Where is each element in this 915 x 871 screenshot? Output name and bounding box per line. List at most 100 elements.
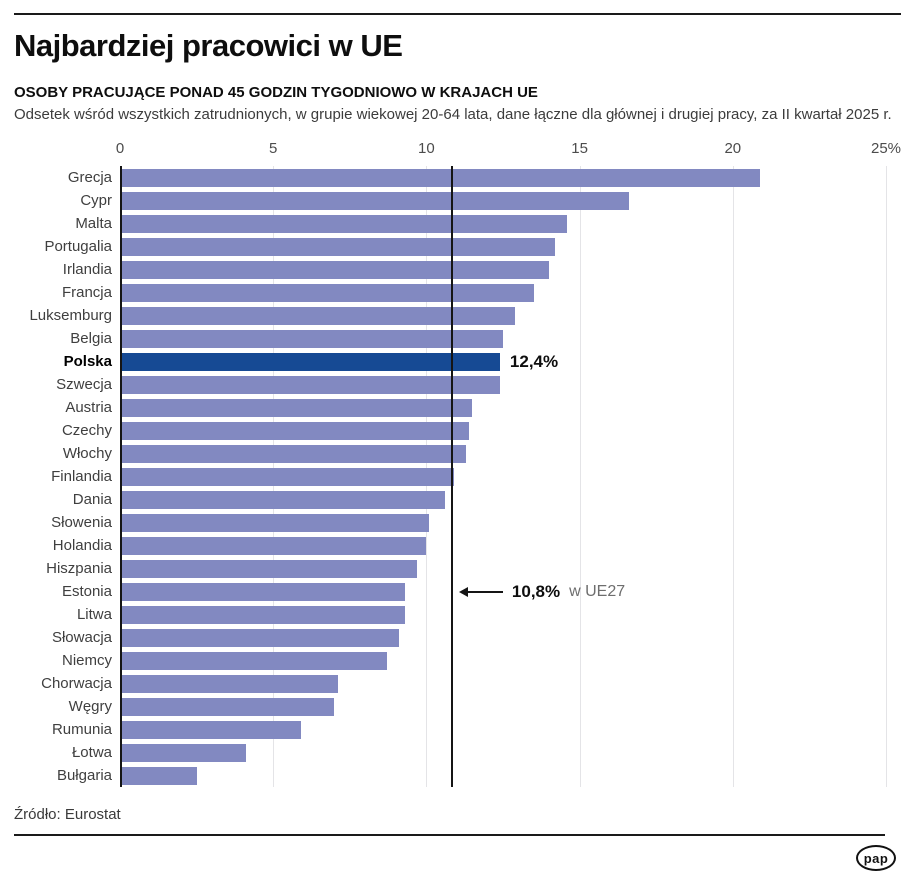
bar-track <box>120 421 886 440</box>
highlight-value-label: 12,4% <box>509 351 559 371</box>
country-label: Czechy <box>61 422 112 439</box>
country-label: Austria <box>65 399 112 416</box>
country-label: Polska <box>63 353 112 370</box>
country-label: Dania <box>72 491 112 508</box>
bar-row: Luksemburg <box>14 304 886 327</box>
bar-row: Niemcy <box>14 649 886 672</box>
bar <box>120 559 418 578</box>
bar <box>120 674 338 693</box>
country-label: Łotwa <box>71 744 112 761</box>
bar <box>120 237 556 256</box>
bar-track <box>120 628 886 647</box>
bar-row: Francja <box>14 281 886 304</box>
bar <box>120 444 467 463</box>
bar-row: Rumunia <box>14 718 886 741</box>
bar <box>120 398 473 417</box>
y-axis-line <box>120 166 122 787</box>
country-label: Słowacja <box>51 629 112 646</box>
country-label: Hiszpania <box>46 560 112 577</box>
eu-average-annotation: 10,8% w UE27 <box>458 580 625 603</box>
bar-track <box>120 237 886 256</box>
pap-logo-text: pap <box>863 850 889 866</box>
bar-track <box>120 467 886 486</box>
bar-row: Malta <box>14 212 886 235</box>
country-label: Irlandia <box>62 261 112 278</box>
bar-row: Hiszpania <box>14 557 886 580</box>
bar-track <box>120 168 886 187</box>
left-arrow-icon <box>458 586 503 597</box>
bar-row: Irlandia <box>14 258 886 281</box>
bar-track <box>120 536 886 555</box>
bottom-divider <box>14 834 885 836</box>
country-label: Malta <box>75 215 112 232</box>
bar-track <box>120 375 886 394</box>
gridline <box>732 166 734 787</box>
country-label: Włochy <box>62 445 112 462</box>
gridline <box>579 166 581 787</box>
bar-row: Cypr <box>14 189 886 212</box>
bar-row: Szwecja <box>14 373 886 396</box>
bar <box>120 283 534 302</box>
x-axis-tick-label: 20 <box>724 140 742 157</box>
country-label: Słowenia <box>51 514 112 531</box>
country-label: Finlandia <box>51 468 112 485</box>
bar <box>120 306 516 325</box>
bar-row: Czechy <box>14 419 886 442</box>
bar <box>120 743 246 762</box>
bar-row: Węgry <box>14 695 886 718</box>
bar <box>120 628 399 647</box>
x-axis: 0 5 10 15 20 25% <box>116 140 901 166</box>
country-label: Estonia <box>61 583 112 600</box>
bar <box>120 513 430 532</box>
bar-track <box>120 306 886 325</box>
bar-row: Włochy <box>14 442 886 465</box>
country-label: Szwecja <box>56 376 112 393</box>
page-title: Najbardziej pracowici w UE <box>14 28 403 63</box>
bar-row: Belgia <box>14 327 886 350</box>
bar-track <box>120 490 886 509</box>
chart-subtitle: OSOBY PRACUJĄCE PONAD 45 GODZIN TYGODNIO… <box>14 84 538 101</box>
bar-row: Chorwacja <box>14 672 886 695</box>
bar <box>120 605 405 624</box>
bar-row: Dania <box>14 488 886 511</box>
bar-row: Grecja <box>14 166 886 189</box>
country-label: Belgia <box>70 330 112 347</box>
x-axis-tick-label: 25% <box>870 140 902 157</box>
bar-track <box>120 697 886 716</box>
bar-row: Polska 12,4% <box>14 350 886 373</box>
bar-track <box>120 513 886 532</box>
bar-track <box>120 651 886 670</box>
bar <box>120 582 405 601</box>
bar-track <box>120 720 886 739</box>
bar-row: Finlandia <box>14 465 886 488</box>
bar-track <box>120 444 886 463</box>
bar-row: Austria <box>14 396 886 419</box>
bar-track <box>120 559 886 578</box>
country-label: Chorwacja <box>41 675 112 692</box>
bar <box>120 329 503 348</box>
bar-row: Holandia <box>14 534 886 557</box>
x-axis-tick-label: 5 <box>269 140 278 157</box>
country-label: Portugalia <box>44 238 112 255</box>
bar <box>120 697 335 716</box>
bar-row: Łotwa <box>14 741 886 764</box>
bar-track: 12,4% <box>120 351 886 371</box>
bar-track <box>120 191 886 210</box>
bar-track <box>120 214 886 233</box>
bar <box>120 260 549 279</box>
bar <box>120 375 500 394</box>
bar-track <box>120 605 886 624</box>
bar-row: Słowacja <box>14 626 886 649</box>
country-label: Grecja <box>67 169 112 186</box>
x-axis-tick-label: 10 <box>418 140 435 157</box>
bar-row: Litwa <box>14 603 886 626</box>
bar-track <box>120 283 886 302</box>
source-note: Źródło: Eurostat <box>14 806 121 823</box>
top-divider <box>14 13 901 15</box>
bar <box>120 421 470 440</box>
bar <box>120 536 427 555</box>
bar-track <box>120 260 886 279</box>
bar-row: Estonia <box>14 580 886 603</box>
country-label: Luksemburg <box>29 307 112 324</box>
